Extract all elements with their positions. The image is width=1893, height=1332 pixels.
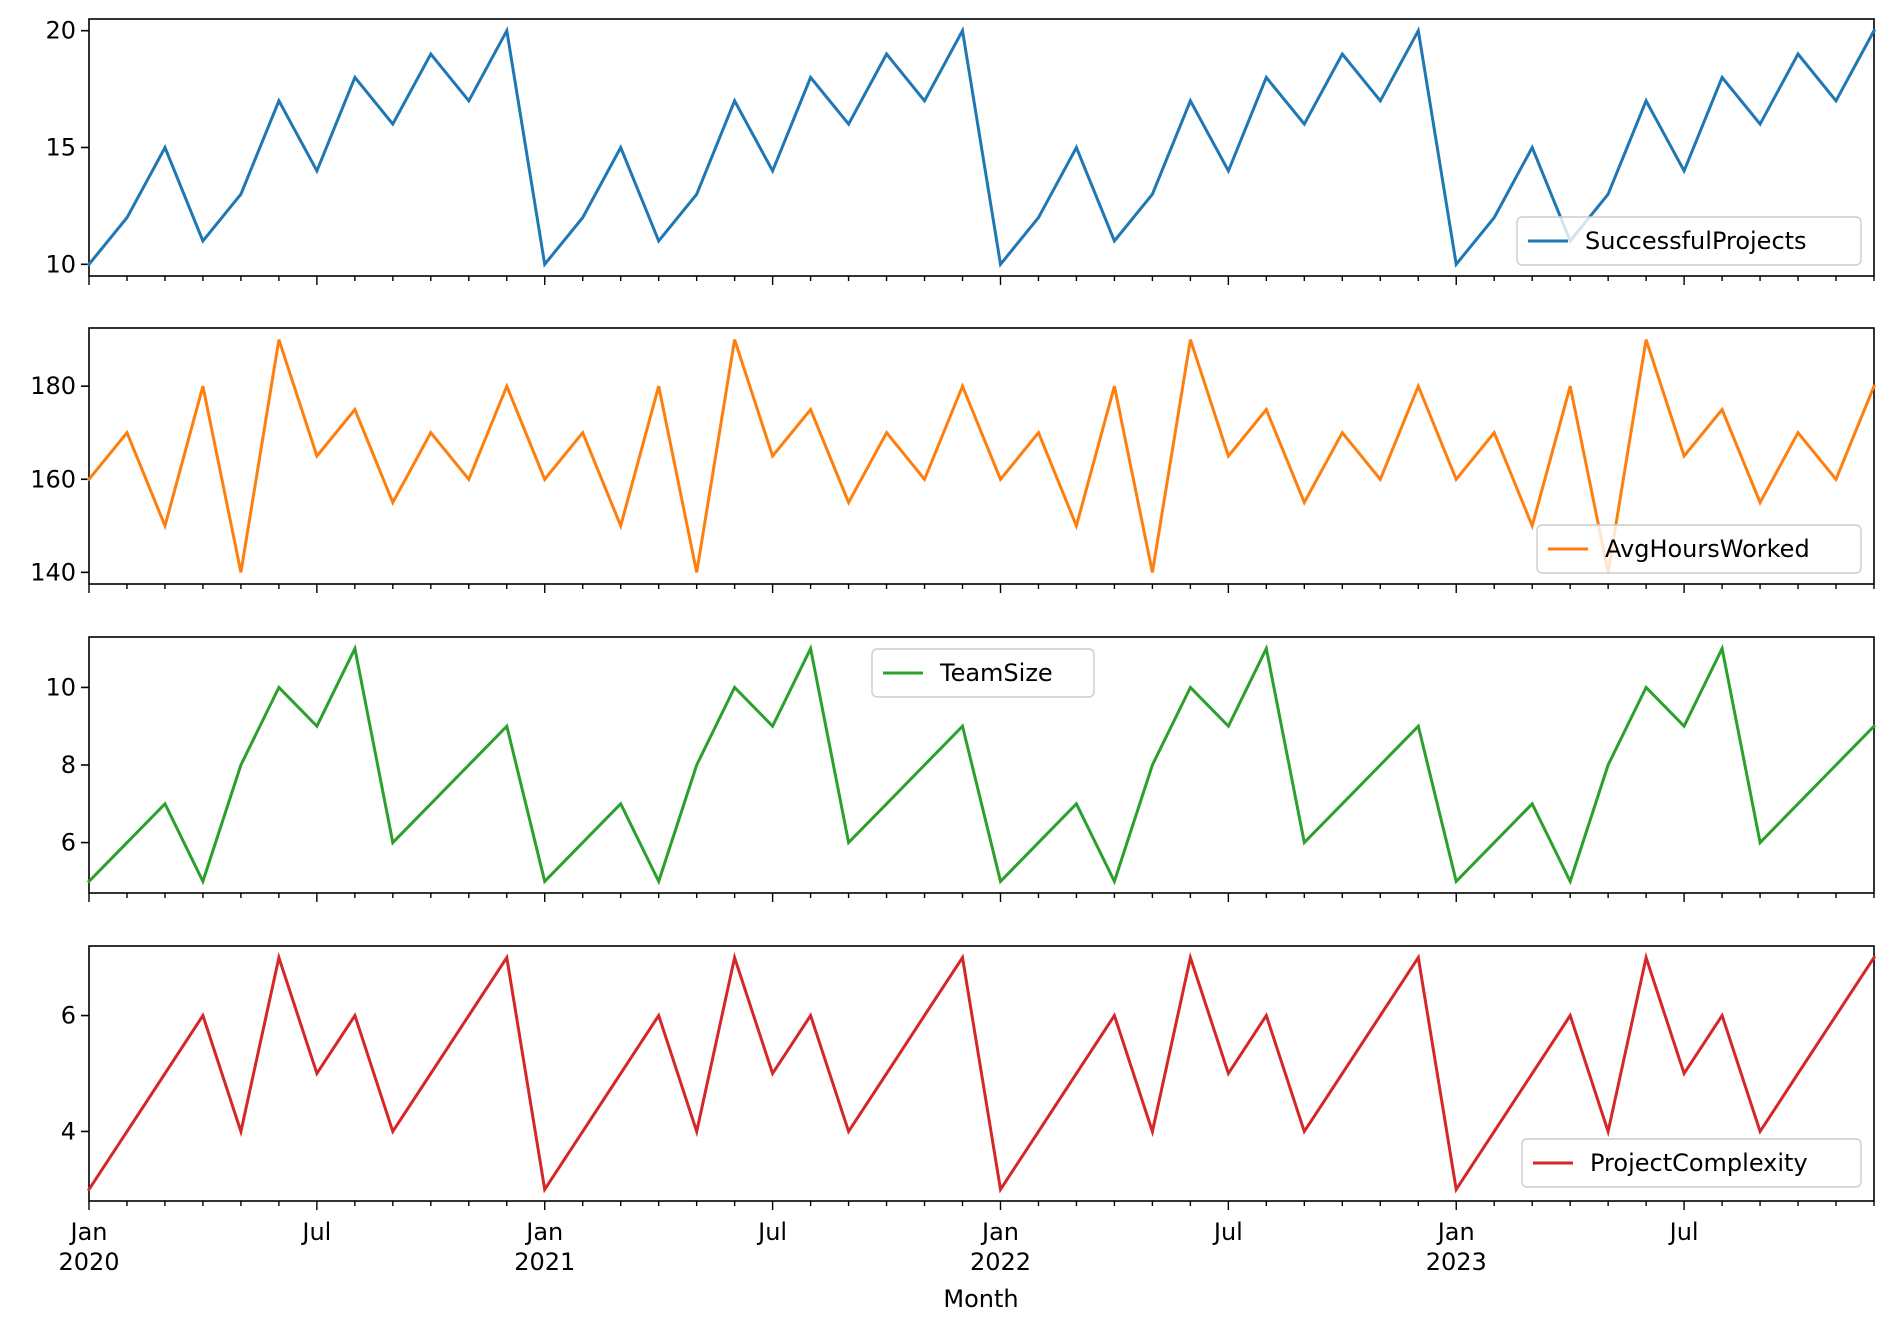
legend: ProjectComplexity bbox=[1521, 1138, 1862, 1188]
panel-AvgHoursWorked: 140 160 180 AvgHoursWorked bbox=[30, 327, 1876, 593]
y-tick-label: 6 bbox=[61, 829, 76, 857]
legend-label: AvgHoursWorked bbox=[1605, 535, 1810, 563]
y-tick-label: 4 bbox=[61, 1117, 76, 1145]
legend-label: TeamSize bbox=[939, 659, 1053, 687]
y-tick-label: 8 bbox=[61, 751, 76, 779]
panel-ProjectComplexity: 4 6 ProjectComplexity bbox=[61, 945, 1877, 1210]
x-tick-label: Jan bbox=[524, 1218, 563, 1246]
legend-label: ProjectComplexity bbox=[1590, 1149, 1808, 1177]
panel-SuccessfulProjects: 10 15 20 SuccessfulProjects bbox=[45, 17, 1877, 285]
x-tick-year-label: 2021 bbox=[514, 1248, 575, 1276]
legend: TeamSize bbox=[871, 648, 1095, 698]
legend: AvgHoursWorked bbox=[1536, 524, 1862, 574]
y-tick-label: 10 bbox=[45, 250, 76, 278]
y-tick-label: 6 bbox=[61, 1002, 76, 1030]
axes-frame bbox=[88, 945, 1875, 1202]
series-line-ProjectComplexity bbox=[86, 951, 1877, 1194]
panel-TeamSize: 6 8 10 TeamSize bbox=[45, 636, 1877, 902]
legend-label: SuccessfulProjects bbox=[1585, 227, 1807, 255]
y-tick-label: 20 bbox=[45, 17, 76, 45]
x-tick-label: Jul bbox=[1668, 1218, 1699, 1246]
y-tick-label: 180 bbox=[30, 372, 76, 400]
legend: SuccessfulProjects bbox=[1516, 216, 1862, 266]
series-line-TeamSize bbox=[86, 643, 1877, 886]
x-tick-label: Jan bbox=[69, 1218, 108, 1246]
y-tick-label: 160 bbox=[30, 465, 76, 493]
legend-box bbox=[1516, 216, 1862, 266]
x-tick-year-label: 2022 bbox=[970, 1248, 1031, 1276]
x-tick-year-label: 2023 bbox=[1426, 1248, 1487, 1276]
x-tick-label: Jan bbox=[980, 1218, 1019, 1246]
x-tick-label: Jul bbox=[300, 1218, 331, 1246]
x-tick-label: Jul bbox=[1212, 1218, 1243, 1246]
x-tick-year-label: 2020 bbox=[58, 1248, 119, 1276]
legend-box bbox=[1521, 1138, 1862, 1188]
y-tick-label: 10 bbox=[45, 673, 76, 701]
legend-box bbox=[1536, 524, 1862, 574]
x-axis-title: Month bbox=[943, 1285, 1018, 1313]
x-tick-label: Jul bbox=[756, 1218, 787, 1246]
y-tick-label: 140 bbox=[30, 558, 76, 586]
legend-box bbox=[871, 648, 1095, 698]
series-line-AvgHoursWorked bbox=[86, 339, 1876, 573]
y-tick-label: 15 bbox=[45, 134, 76, 162]
x-tick-label: Jan bbox=[1436, 1218, 1475, 1246]
axes-frame bbox=[88, 327, 1875, 585]
